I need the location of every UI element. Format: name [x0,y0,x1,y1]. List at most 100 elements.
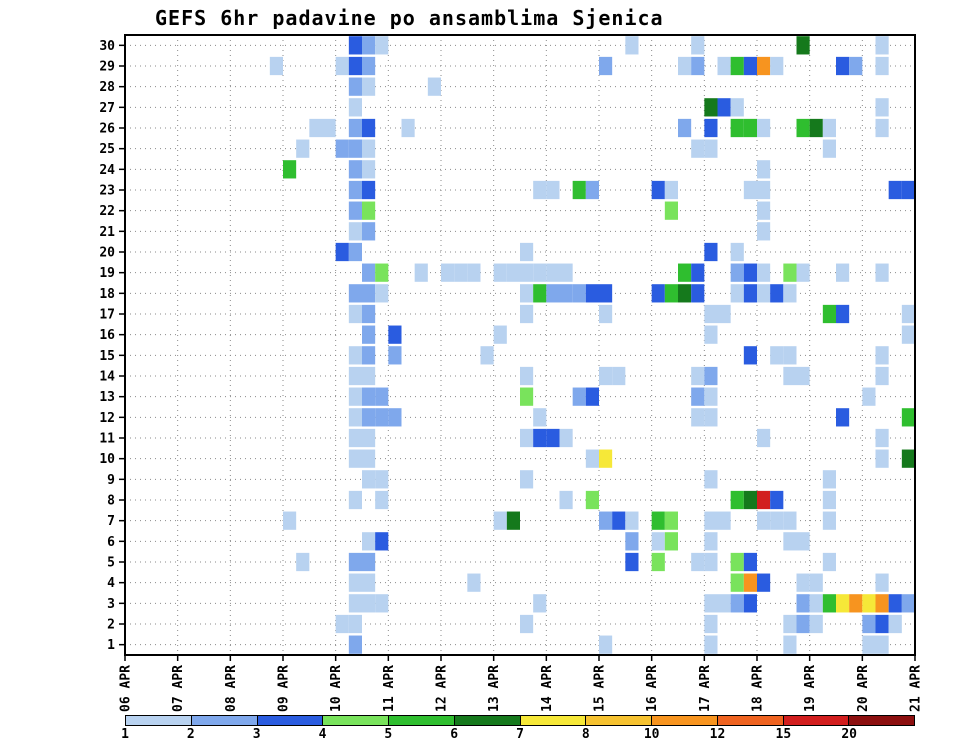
heatmap-cell [717,56,731,76]
heatmap-cell [348,118,362,138]
heatmap-cell [362,387,376,406]
colorbar-segment [323,716,389,725]
heatmap-cell [651,284,665,303]
heatmap-cell [546,263,560,282]
heatmap-cell [704,614,718,634]
heatmap-cell [348,490,362,510]
y-tick-label: 5 [107,556,115,571]
heatmap-cell [599,511,613,530]
heatmap-cell [822,552,836,572]
y-tick-label: 4 [107,576,115,591]
x-tick-label: 19 APR [803,665,818,712]
heatmap-cell [348,201,362,220]
heatmap-cell [757,56,771,76]
heatmap-cell [348,552,362,572]
colorbar-segment [652,716,718,725]
heatmap-cell [862,594,876,613]
heatmap-cell [651,180,665,200]
heatmap-cell [546,284,560,303]
heatmap-cell [664,284,678,303]
heatmap-cell [362,346,376,365]
heatmap-cell [875,56,889,76]
heatmap-cell [704,408,718,427]
heatmap-cell [704,242,718,262]
colorbar-segment [520,716,587,725]
heatmap-cell [362,573,376,592]
heatmap-cell [704,139,718,158]
heatmap-cell [678,118,692,138]
heatmap-cell [388,325,402,344]
heatmap-cell [862,635,876,654]
x-tick-label: 12 APR [435,665,450,712]
colorbar-tick-label: 10 [643,727,660,742]
heatmap-cell [730,56,744,76]
heatmap-cell [362,449,376,468]
heatmap-cell [375,490,389,510]
heatmap-cell [362,325,376,344]
heatmap-cell [875,573,889,592]
heatmap-cell [362,56,376,76]
heatmap-cell [743,56,757,76]
heatmap-cell [599,366,613,386]
heatmap-cell [836,408,850,427]
heatmap-cell [678,263,692,282]
heatmap-cell [770,490,784,510]
heatmap-cell [348,36,362,55]
heatmap-cell [348,366,362,386]
heatmap-cell [651,511,665,530]
heatmap-cell [388,346,402,365]
y-tick-label: 8 [107,494,115,509]
heatmap-cell [322,118,336,138]
y-tick-label: 24 [99,163,115,178]
heatmap-cell [375,470,389,489]
heatmap-cell [836,594,850,613]
y-tick-label: 29 [99,60,115,75]
heatmap-cell [704,387,718,406]
heatmap-cell [559,284,573,303]
heatmap-cell [822,470,836,489]
heatmap-cell [875,614,889,634]
heatmap-cell [783,532,797,551]
heatmap-cell [783,284,797,303]
y-tick-label: 13 [99,390,115,405]
heatmap-cell [770,346,784,365]
x-tick-label: 10 APR [329,665,344,712]
colorbar-tick-label: 7 [516,727,524,742]
heatmap-cell [467,263,481,282]
heatmap-cell [559,428,573,448]
y-tick-label: 21 [99,225,115,240]
heatmap-cell [875,366,889,386]
colorbar-tick-label: 3 [252,727,261,742]
heatmap-cell [599,56,613,76]
y-tick-label: 19 [99,266,115,281]
heatmap-cell [783,511,797,530]
y-tick-label: 22 [99,204,115,219]
heatmap-cell [809,594,823,613]
heatmap-cell [770,56,784,76]
heatmap-cell [783,614,797,634]
y-tick-label: 26 [99,122,115,137]
heatmap-cell [362,201,376,220]
heatmap-cell [862,614,876,634]
y-tick-label: 11 [99,432,115,447]
heatmap-cell [822,139,836,158]
y-tick-label: 27 [99,101,115,116]
heatmap-cell [875,449,889,468]
heatmap-cell [901,449,915,468]
y-tick-label: 18 [99,287,115,302]
heatmap-cell [704,552,718,572]
heatmap-cell [612,366,626,386]
y-tick-label: 28 [99,80,115,95]
heatmap-cell [335,242,349,262]
heatmap-cell [348,284,362,303]
y-tick-label: 10 [99,452,115,467]
y-tick-label: 3 [107,597,115,612]
heatmap-cell [796,36,810,55]
x-tick-label: 13 APR [487,665,502,712]
heatmap-cell [743,594,757,613]
colorbar-segment [191,716,258,725]
heatmap-cell [520,263,534,282]
colorbar-segment [586,716,652,725]
plot-frame [124,34,916,656]
